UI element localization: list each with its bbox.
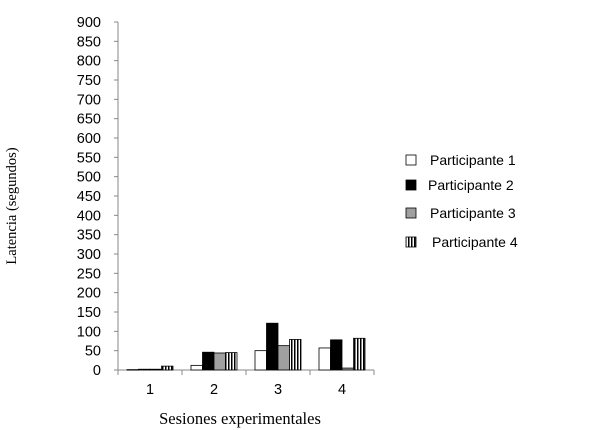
y-tick-label: 450	[77, 189, 101, 205]
y-tick-label: 250	[77, 266, 101, 282]
y-tick-label: 600	[77, 131, 101, 147]
legend-swatch-participante-1	[405, 154, 417, 166]
bars	[126, 322, 366, 371]
y-tick-label: 500	[77, 170, 101, 186]
y-tick-label: 900	[77, 15, 101, 31]
x-ticks: 1 2 3 4	[117, 370, 375, 398]
y-tick-label: 200	[77, 286, 101, 302]
y-tick-label: 850	[77, 34, 101, 50]
bar-participante-1-session-3	[254, 350, 267, 371]
legend-swatch-participante-4	[405, 236, 417, 248]
bar-participante-1-session-4	[318, 347, 331, 371]
legend-swatch-participante-2	[405, 179, 417, 191]
bar-participante-1-session-1	[126, 369, 139, 371]
y-tick-label: 800	[77, 54, 101, 70]
x-axis-title: Sesiones experimentales	[159, 409, 321, 428]
y-tick-label: 700	[77, 92, 101, 108]
y-axis-title: Latencia (segundos)	[4, 147, 20, 264]
x-tick-label: 3	[274, 382, 282, 398]
x-tick-label: 2	[210, 382, 218, 398]
y-tick-label: 650	[77, 112, 101, 128]
legend-label-participante-2: Participante 2	[428, 177, 514, 193]
legend-label-participante-3: Participante 3	[430, 205, 516, 221]
bar-participante-2-session-3	[266, 322, 279, 371]
x-axis: 1 2 3 4	[117, 369, 375, 398]
y-tick-label: 50	[85, 344, 101, 360]
bar-participante-4-session-1	[161, 365, 174, 371]
y-tick-label: 750	[77, 73, 101, 89]
bar-participante-2-session-2	[202, 351, 215, 371]
x-tick-label: 4	[338, 382, 346, 398]
y-tick-label: 350	[77, 228, 101, 244]
y-tick-label: 400	[77, 208, 101, 224]
legend-label-participante-4: Participante 4	[432, 234, 518, 250]
bar-participante-3-session-4	[341, 367, 354, 371]
bar-participante-4-session-3	[289, 339, 302, 371]
legend-swatch-participante-3	[405, 207, 417, 219]
y-tick-label: 100	[77, 324, 101, 340]
y-tick-label: 0	[93, 363, 101, 379]
bar-participante-2-session-4	[330, 339, 343, 371]
bar-participante-2-session-1	[138, 368, 151, 371]
bar-participante-1-session-2	[190, 364, 203, 371]
x-tick-label: 1	[146, 382, 154, 398]
y-tick-label: 150	[77, 305, 101, 321]
y-axis: 0 50 100 150 200 250 300 350 400 450 500 550 600 650 7…	[77, 15, 119, 379]
y-ticks: 0 50 100 150 200 250 300 350 400 450 500 550 600 650 7…	[77, 15, 118, 379]
bar-participante-4-session-2	[225, 352, 238, 371]
y-tick-label: 550	[77, 150, 101, 166]
bar-participante-3-session-1	[149, 368, 162, 371]
bar-participante-3-session-3	[277, 345, 290, 371]
y-tick-label: 300	[77, 247, 101, 263]
legend-label-participante-1: Participante 1	[430, 152, 516, 168]
legend: Participante 1 Participante 2 Participante…	[405, 152, 518, 250]
bar-participante-4-session-4	[353, 337, 366, 371]
bar-participante-3-session-2	[213, 352, 226, 371]
